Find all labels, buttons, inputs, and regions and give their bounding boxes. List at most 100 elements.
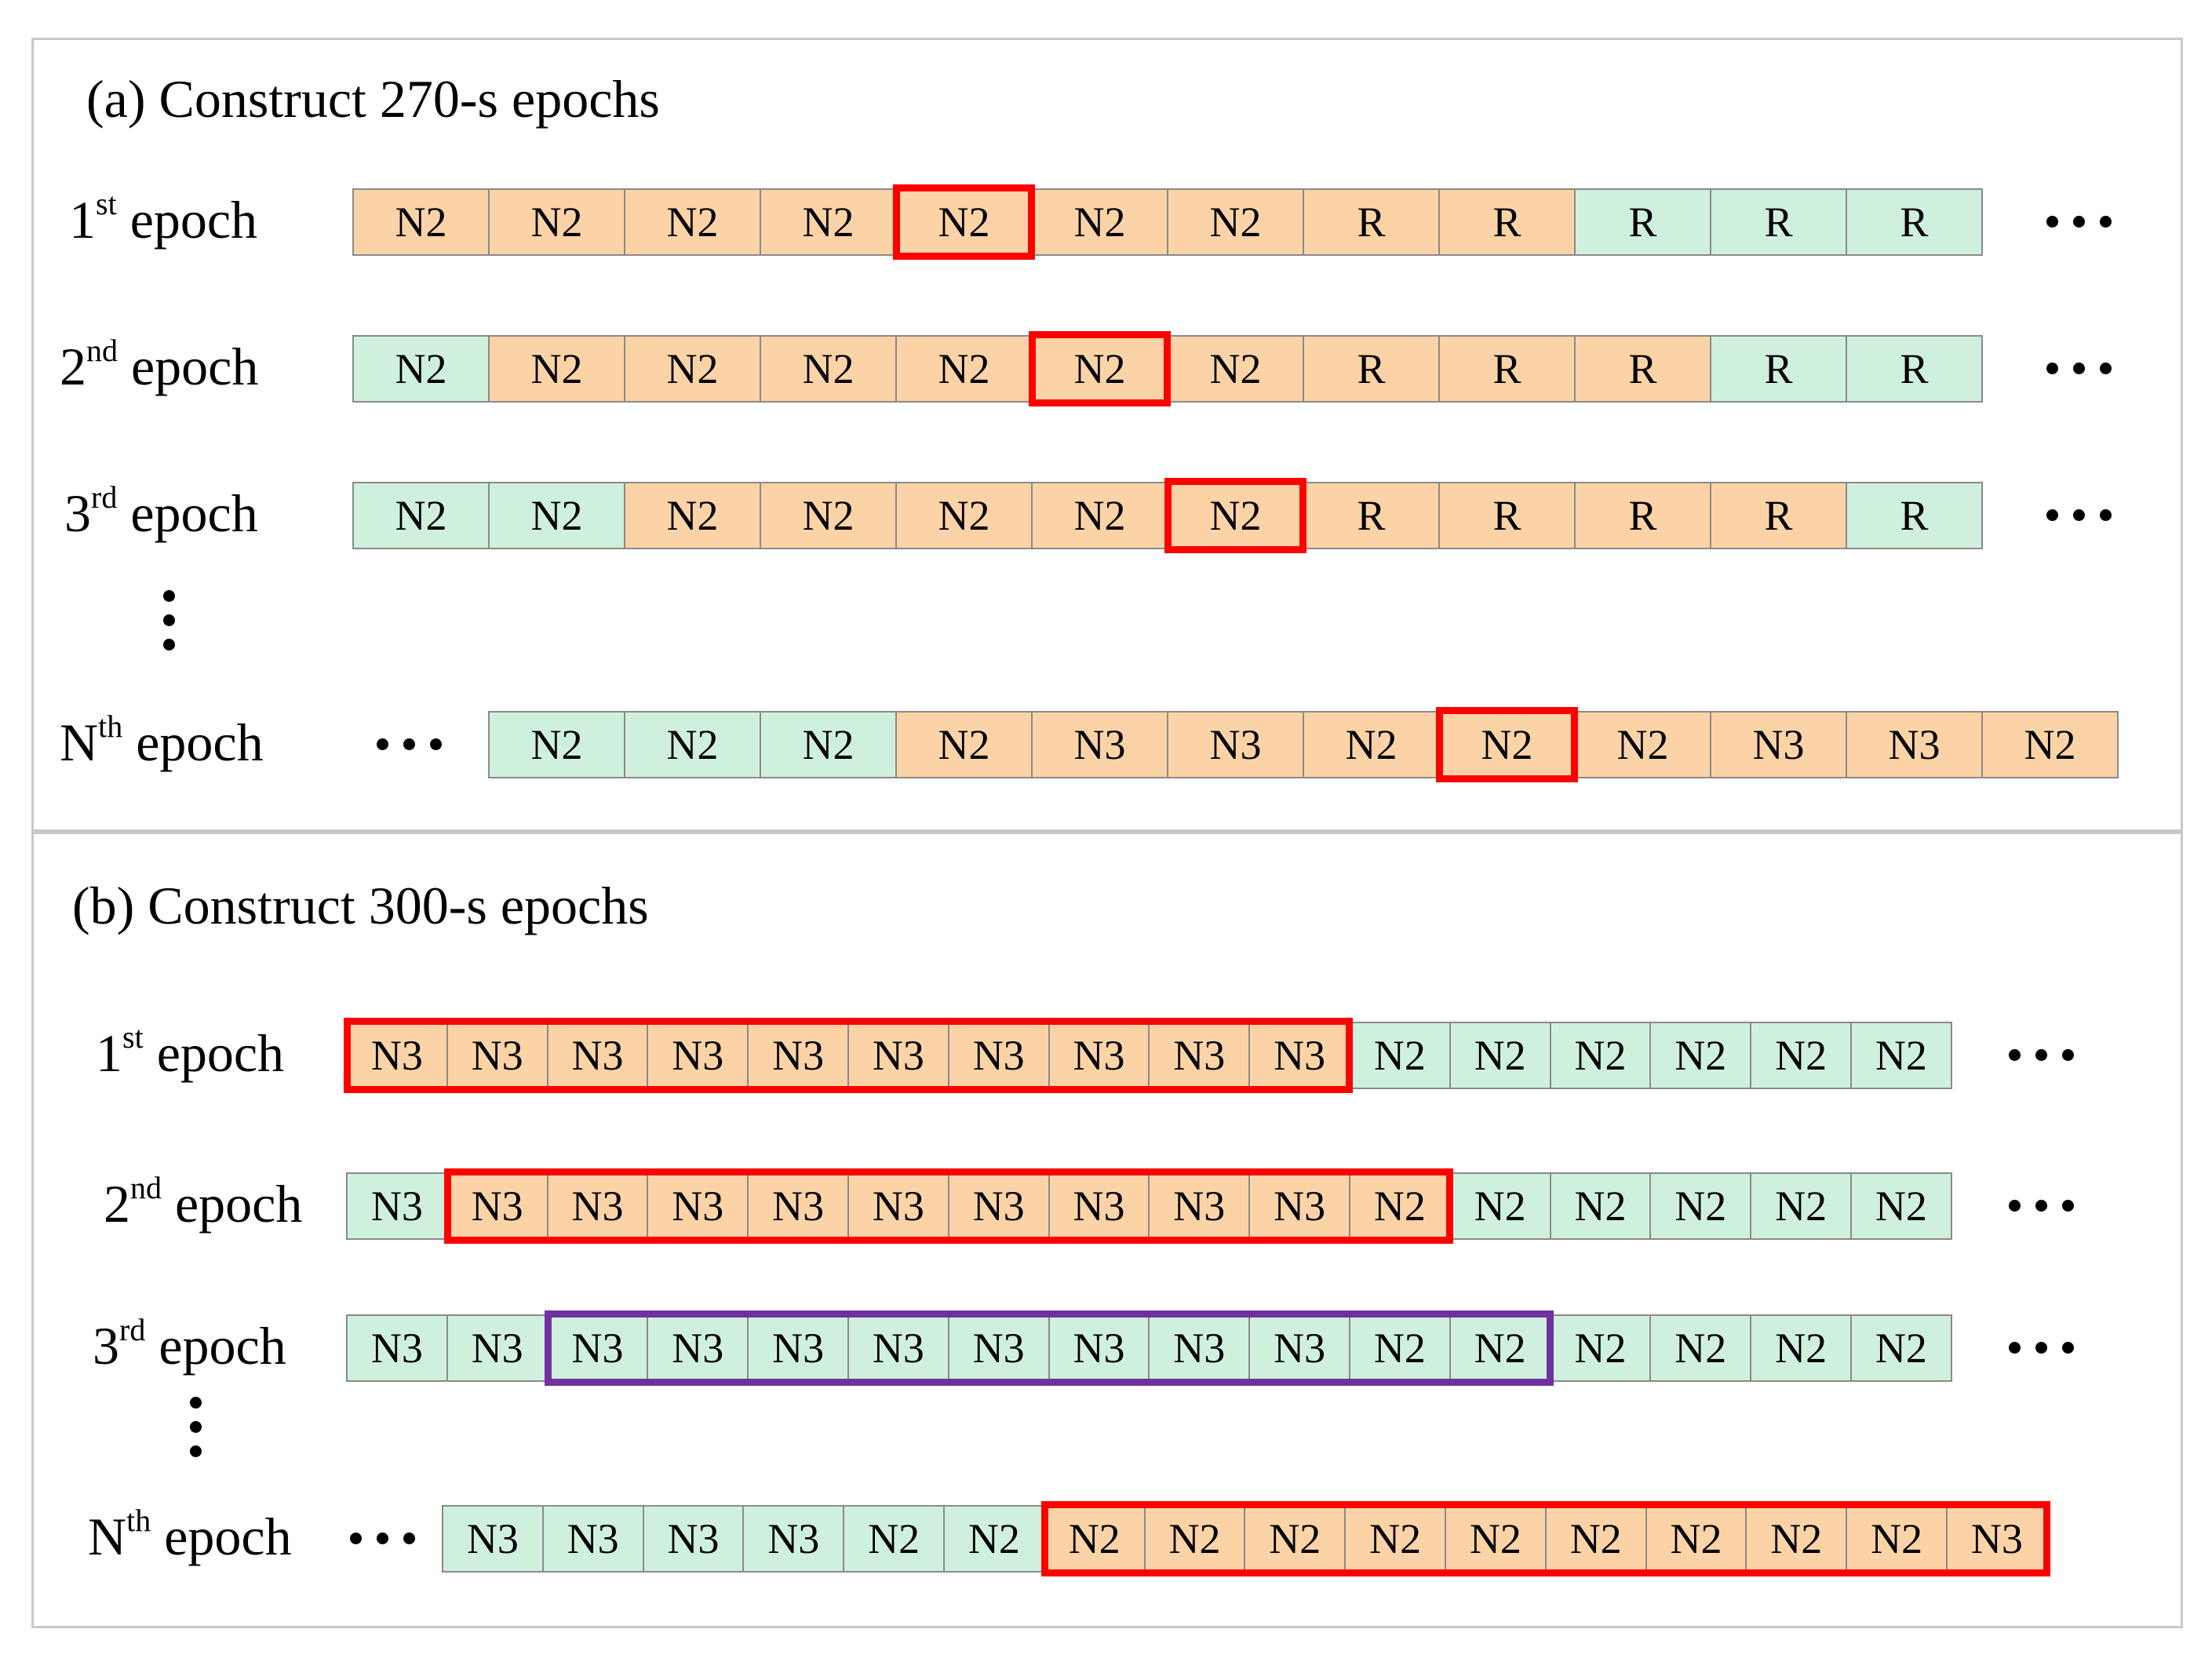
sleep-stage-cell: N3 [747,1172,849,1240]
epoch-number: 3 [64,483,91,543]
sleep-stage-cell: R [1438,188,1576,256]
dot [350,1533,362,1544]
panel-a-row-1-label: 1st epoch [69,188,257,247]
epoch-word: epoch [136,713,264,772]
dot [163,639,175,651]
sleep-stage-cell: N2 [1645,1505,1747,1573]
dot [2062,1049,2074,1061]
sleep-stage-cell: R [1710,482,1847,549]
sleep-stage-cell: R [1574,482,1711,549]
sleep-stage-cell: N2 [843,1505,945,1573]
sleep-stage-cell: N2 [352,188,490,256]
sleep-stage-cell: N3 [541,1505,644,1573]
sleep-stage-cell: N2 [1850,1314,1952,1382]
dot [377,1533,388,1544]
sleep-stage-cell: N2 [1349,1172,1451,1240]
sleep-stage-cell: N2 [1649,1314,1752,1382]
sleep-stage-cell: N3 [947,1022,1050,1089]
sleep-stage-cell: N3 [1031,711,1168,778]
panel-a-row-1-highlight-box [893,184,1035,260]
sleep-stage-cell: R [1303,482,1440,549]
panel-b-row-2-label: 2nd epoch [104,1172,302,1231]
epoch-word: epoch [130,483,258,543]
panel-b-row-3-highlight-box [544,1310,1554,1386]
sleep-stage-cell: R [1303,335,1440,403]
dot [2046,216,2058,228]
sleep-stage-cell: R [1846,482,1983,549]
sleep-stage-cell: N3 [747,1314,849,1382]
sleep-stage-cell: N2 [1850,1172,1952,1240]
sleep-stage-cell: N3 [1248,1314,1350,1382]
dot [163,590,175,602]
epoch-number: N [60,713,99,772]
sleep-stage-cell: N2 [1031,188,1168,256]
panel-title-a: (a) Construct 270-s epochs [86,69,660,129]
epoch-ordinal-suffix: rd [119,1312,146,1347]
sleep-stage-cell: N3 [742,1505,845,1573]
sleep-stage-cell: N3 [346,1172,448,1240]
sleep-stage-cell: N2 [1449,1172,1551,1240]
sleep-stage-cell: N3 [1167,711,1304,778]
sleep-stage-cell: N2 [624,188,761,256]
sleep-stage-cell: N3 [1248,1022,1350,1089]
panel-b-vertical-ellipsis [190,1397,202,1457]
panel-b-row-3-label: 3rd epoch [93,1314,286,1373]
sleep-stage-cell: N2 [1549,1314,1652,1382]
sleep-stage-cell: N2 [488,711,625,778]
sleep-stage-cell: N3 [446,1022,548,1089]
panel-title-b: (b) Construct 300-s epochs [72,876,649,935]
epoch-number: 1 [96,1023,122,1083]
sleep-stage-cell: N3 [446,1314,548,1382]
sleep-stage-cell: N2 [488,482,625,549]
epoch-word: epoch [156,1023,285,1083]
sleep-stage-cell: N2 [1344,1505,1446,1573]
dot [2100,509,2112,521]
sleep-stage-cell: N2 [352,482,490,549]
dot [2009,1342,2021,1354]
panel-b-row-3-continuation-dots [2009,1342,2074,1354]
dot [2073,216,2085,228]
dot [403,738,415,750]
panel-a-row-3-continuation-dots [2046,509,2112,521]
sleep-stage-cell: N2 [1750,1314,1852,1382]
sleep-stage-cell: N3 [1710,711,1847,778]
dot [2073,363,2085,374]
sleep-stage-cell: N2 [895,335,1033,403]
sleep-stage-cell: N3 [947,1314,1050,1382]
sleep-stage-cell: R [1438,335,1576,403]
sleep-stage-cell: N2 [943,1505,1045,1573]
dot [163,614,175,626]
panel-a-row-2-continuation-dots [2046,363,2112,374]
sleep-stage-cell: N2 [1043,1505,1146,1573]
panel-a-row-2-label: 2nd epoch [60,335,259,396]
epoch-ordinal-suffix: nd [130,1170,162,1205]
sleep-stage-cell: N3 [642,1505,745,1573]
sleep-stage-cell: N2 [352,335,490,403]
sleep-stage-cell: N2 [1549,1022,1652,1089]
dot [2009,1049,2021,1061]
panel-a-vertical-ellipsis [163,590,175,651]
sleep-stage-cell: N2 [895,711,1033,778]
sleep-stage-cell: N2 [488,188,625,256]
epoch-number: 1 [69,190,96,250]
sleep-stage-cell: R [1438,482,1576,549]
sleep-stage-cell: N2 [1981,711,2119,778]
sleep-stage-cell: N3 [1846,711,1983,778]
panel-b-row-1-label: 1st epoch [96,1022,285,1083]
sleep-stage-cell: N2 [1649,1022,1752,1089]
epoch-ordinal-suffix: st [96,186,117,221]
epoch-word: epoch [131,337,259,396]
epoch-ordinal-suffix: st [122,1019,144,1055]
panel-b-row-4-highlight-box [1040,1501,2050,1576]
sleep-stage-cell: N2 [1031,482,1168,549]
sleep-stage-cell: N2 [488,335,625,403]
sleep-stage-cell: N2 [895,482,1033,549]
dot [2100,216,2112,228]
epoch-word: epoch [129,190,258,250]
sleep-stage-cell: N2 [1750,1022,1852,1089]
panel-a-row-4-preceding-dots [377,738,442,750]
sleep-stage-cell: N3 [442,1505,544,1573]
sleep-stage-cell: N2 [1445,1505,1547,1573]
panel-a-row-3-label: 3rd epoch [64,482,258,541]
